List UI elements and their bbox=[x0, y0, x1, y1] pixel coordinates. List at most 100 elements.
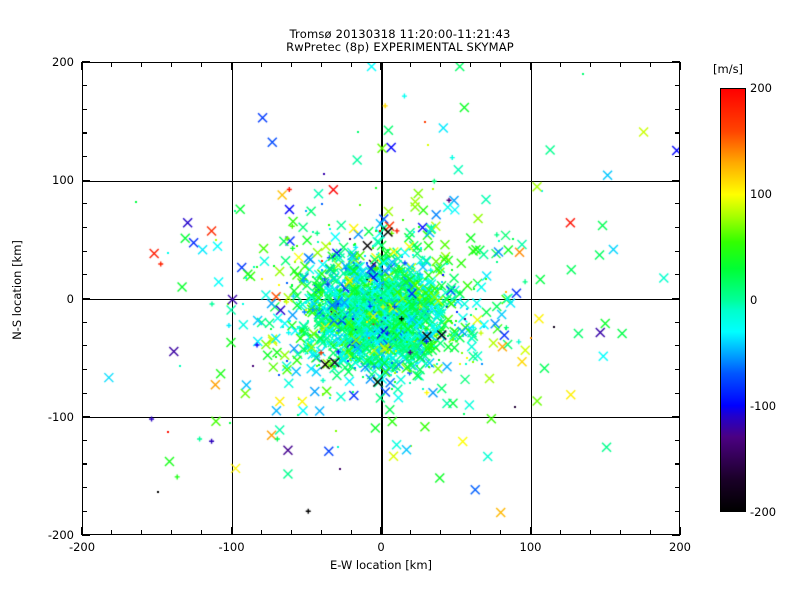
x-tick-bottom bbox=[529, 527, 532, 535]
x-tick-bottom bbox=[470, 530, 472, 535]
x-tick-bottom bbox=[320, 530, 322, 535]
y-tick-left bbox=[82, 392, 87, 394]
y-tick-right bbox=[675, 203, 680, 205]
y-tick-label: -200 bbox=[47, 528, 74, 542]
x-tick-top bbox=[350, 62, 352, 67]
x-tick-top bbox=[201, 62, 203, 67]
y-tick-right bbox=[675, 368, 680, 371]
colorbar-tick-label: -200 bbox=[750, 505, 777, 519]
x-tick-bottom bbox=[81, 527, 83, 535]
scatter-points-layer bbox=[83, 63, 679, 534]
x-tick-bottom bbox=[559, 530, 561, 535]
y-tick-right bbox=[675, 274, 680, 276]
y-tick-left bbox=[82, 179, 90, 181]
y-tick-right bbox=[675, 510, 680, 512]
x-tick-label: 200 bbox=[669, 540, 691, 554]
x-tick-bottom bbox=[201, 530, 203, 535]
x-tick-top bbox=[500, 62, 502, 67]
y-tick-label: 0 bbox=[66, 291, 74, 306]
x-tick-top bbox=[320, 62, 322, 67]
x-tick-top bbox=[679, 62, 681, 70]
y-tick-right bbox=[675, 132, 680, 134]
y-axis-title: N-S location [km] bbox=[10, 240, 24, 340]
x-tick-top bbox=[260, 62, 262, 67]
y-tick-right bbox=[672, 416, 680, 418]
x-tick-top bbox=[529, 62, 532, 70]
x-tick-bottom bbox=[619, 530, 621, 535]
y-tick-right bbox=[675, 321, 680, 323]
y-tick-right bbox=[675, 156, 680, 158]
y-tick-left bbox=[82, 108, 87, 110]
y-tick-right bbox=[675, 108, 680, 110]
x-tick-top bbox=[470, 62, 472, 67]
y-tick-right bbox=[675, 345, 680, 347]
colorbar-unit-label: [m/s] bbox=[713, 62, 744, 76]
y-tick-left bbox=[82, 61, 90, 63]
x-tick-label: -200 bbox=[68, 540, 96, 554]
x-tick-top bbox=[559, 62, 561, 67]
x-tick-bottom bbox=[171, 530, 173, 535]
x-tick-bottom bbox=[380, 527, 382, 535]
x-tick-bottom bbox=[290, 530, 292, 535]
colorbar-gradient bbox=[720, 88, 746, 512]
y-tick-right bbox=[675, 463, 680, 465]
x-tick-bottom bbox=[141, 530, 143, 535]
x-tick-label: 0 bbox=[377, 540, 385, 554]
x-tick-bottom bbox=[589, 530, 591, 535]
x-tick-bottom bbox=[410, 530, 412, 535]
x-tick-bottom bbox=[260, 530, 262, 535]
figure-title: Tromsø 20130318 11:20:00-11:21:43 RwPret… bbox=[0, 28, 800, 54]
y-tick-right bbox=[675, 226, 680, 229]
x-tick-top bbox=[649, 62, 651, 67]
y-tick-left bbox=[82, 487, 87, 489]
y-tick-left bbox=[82, 203, 87, 205]
y-tick-right bbox=[672, 61, 680, 63]
y-tick-right bbox=[672, 297, 680, 300]
x-tick-bottom bbox=[649, 530, 651, 535]
x-tick-bottom bbox=[111, 530, 113, 535]
x-tick-top bbox=[619, 62, 621, 67]
y-tick-left bbox=[82, 132, 87, 134]
x-tick-top bbox=[111, 62, 113, 67]
title-line-2: RwPretec (8p) EXPERIMENTAL SKYMAP bbox=[286, 40, 514, 54]
x-tick-top bbox=[230, 62, 233, 70]
y-tick-left bbox=[82, 463, 87, 465]
colorbar-tick-label: 200 bbox=[750, 81, 772, 95]
y-tick-left bbox=[82, 439, 87, 441]
x-tick-top bbox=[380, 62, 382, 70]
x-tick-top bbox=[290, 62, 292, 67]
y-tick-left bbox=[82, 274, 87, 276]
x-tick-label: -100 bbox=[218, 540, 245, 554]
x-tick-top bbox=[171, 62, 173, 67]
scatter-plot-area[interactable] bbox=[82, 62, 680, 535]
y-tick-left bbox=[82, 85, 87, 87]
x-tick-bottom bbox=[230, 527, 233, 535]
y-tick-left bbox=[82, 416, 90, 418]
x-tick-bottom bbox=[440, 530, 442, 535]
y-tick-left bbox=[82, 368, 87, 371]
y-tick-right bbox=[672, 179, 680, 181]
x-tick-label: 100 bbox=[519, 540, 542, 554]
y-tick-right bbox=[675, 85, 680, 87]
title-line-1: Tromsø 20130318 11:20:00-11:21:43 bbox=[289, 27, 511, 41]
y-tick-right bbox=[675, 487, 680, 489]
y-tick-right bbox=[675, 439, 680, 441]
y-tick-label: 200 bbox=[52, 55, 74, 69]
x-tick-top bbox=[589, 62, 591, 67]
colorbar[interactable]: -200 -100 0 100 200 bbox=[720, 81, 776, 519]
y-tick-left bbox=[82, 226, 87, 229]
y-tick-left bbox=[82, 156, 87, 158]
y-tick-right bbox=[672, 534, 680, 536]
y-tick-right bbox=[675, 392, 680, 394]
y-tick-left bbox=[82, 321, 87, 323]
x-tick-bottom bbox=[350, 530, 352, 535]
y-tick-left bbox=[82, 345, 87, 347]
x-tick-top bbox=[81, 62, 83, 70]
y-tick-label: -100 bbox=[47, 409, 74, 424]
x-axis-title: E-W location [km] bbox=[329, 558, 433, 572]
x-tick-top bbox=[440, 62, 442, 67]
x-tick-top bbox=[141, 62, 143, 67]
y-tick-left bbox=[82, 510, 87, 512]
y-tick-left bbox=[82, 297, 90, 300]
